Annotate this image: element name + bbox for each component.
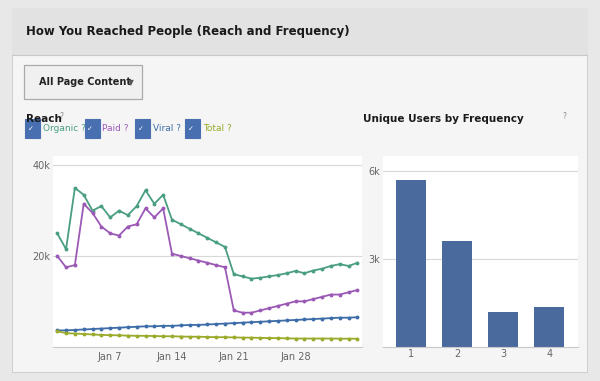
Text: ✓: ✓ [28, 126, 34, 132]
Text: ✓: ✓ [87, 126, 93, 132]
Bar [442, 241, 472, 347]
Text: ?: ? [59, 112, 63, 121]
Text: Organic ?: Organic ? [43, 124, 85, 133]
Bar [12, 8, 588, 55]
FancyBboxPatch shape [23, 65, 142, 99]
Text: Viral ?: Viral ? [152, 124, 181, 133]
FancyBboxPatch shape [85, 119, 100, 138]
Text: Total ?: Total ? [203, 124, 232, 133]
Text: ✓: ✓ [188, 126, 194, 132]
Text: Reach: Reach [26, 114, 62, 124]
FancyBboxPatch shape [135, 119, 150, 138]
Text: ✓: ✓ [137, 126, 143, 132]
FancyBboxPatch shape [185, 119, 200, 138]
FancyBboxPatch shape [25, 119, 40, 138]
Bar [397, 180, 426, 347]
Bar [535, 307, 564, 347]
Text: All Page Content: All Page Content [39, 77, 131, 87]
Text: ▼: ▼ [128, 78, 134, 86]
Text: Paid ?: Paid ? [102, 124, 128, 133]
Bar [488, 312, 518, 347]
Text: ?: ? [563, 112, 566, 121]
Text: Unique Users by Frequency: Unique Users by Frequency [364, 114, 524, 124]
Text: How You Reached People (Reach and Frequency): How You Reached People (Reach and Freque… [26, 25, 350, 38]
